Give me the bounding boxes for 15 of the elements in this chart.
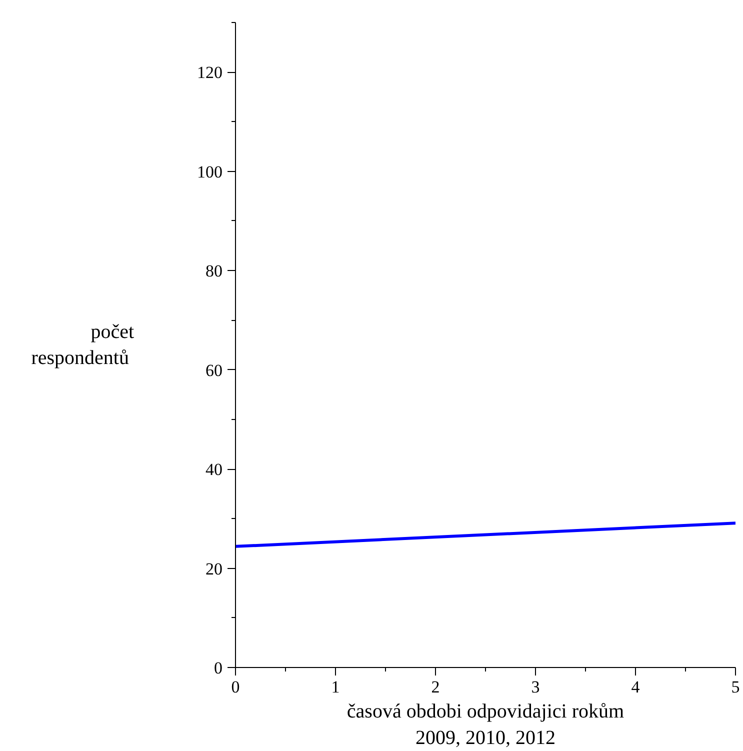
x-axis-title: časová obdobi odpovidajici rokům 2009, 2010, 2012 — [346, 700, 625, 749]
x-tick-label: 0 — [231, 678, 240, 696]
y-tick-label: 40 — [206, 460, 222, 480]
y-tick-label: 20 — [206, 559, 222, 578]
x-tick-label: 1 — [331, 678, 340, 696]
x-tick-label: 2 — [431, 678, 440, 696]
y-tick-label: 100 — [197, 162, 222, 182]
x-tick-label: 5 — [731, 678, 740, 696]
y-tick-label: 120 — [197, 63, 222, 82]
x-tick-label: 3 — [531, 678, 540, 696]
y-tick-label: 0 — [214, 658, 222, 678]
y-tick-label: 80 — [206, 262, 222, 281]
y-tick-label: 60 — [206, 360, 222, 380]
x-tick-label: 4 — [631, 678, 640, 696]
y-axis-title: počet respondentů — [31, 320, 134, 370]
